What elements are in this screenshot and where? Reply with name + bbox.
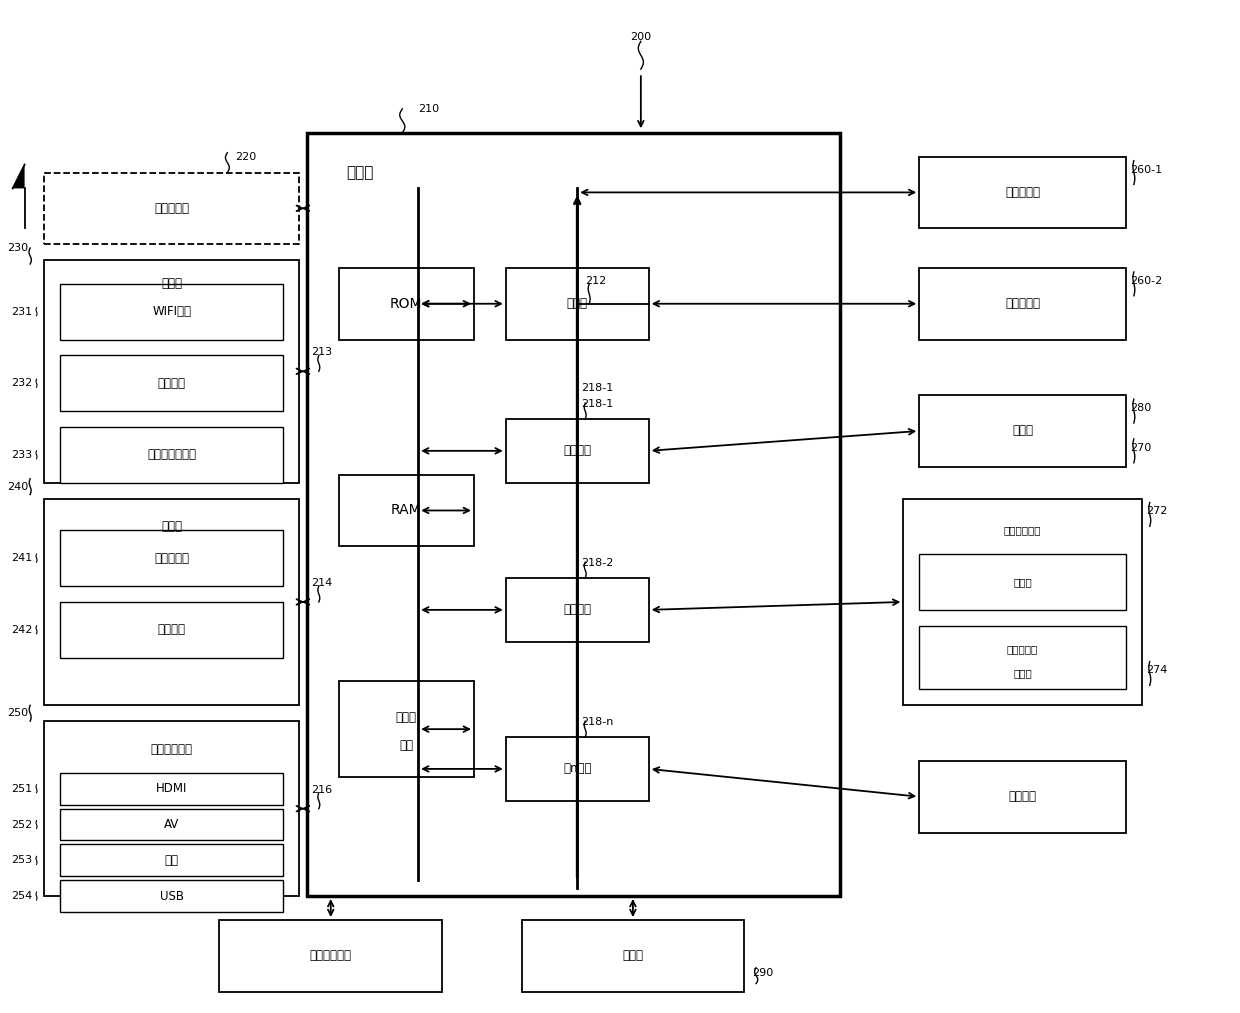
Text: 260-2: 260-2 [1130, 276, 1162, 286]
Text: 显示器: 显示器 [1012, 424, 1033, 438]
Text: 242: 242 [11, 625, 32, 635]
Text: 280: 280 [1130, 403, 1151, 413]
Bar [919, 554, 1126, 610]
Bar [339, 682, 474, 777]
Text: 216: 216 [311, 785, 332, 795]
Text: 272: 272 [1146, 506, 1167, 517]
Text: 控制器: 控制器 [347, 165, 374, 180]
Text: 供电电源: 供电电源 [1008, 790, 1037, 803]
Bar [61, 845, 283, 876]
Text: 处理器: 处理器 [567, 297, 588, 310]
Text: AV: AV [164, 819, 180, 831]
Bar [919, 157, 1126, 228]
Text: 270: 270 [1130, 443, 1151, 453]
Text: 第一接口: 第一接口 [563, 445, 591, 457]
Text: 260-1: 260-1 [1130, 164, 1162, 174]
Text: 图形处: 图形处 [396, 711, 417, 723]
Polygon shape [12, 164, 25, 188]
Bar [45, 260, 299, 482]
Text: 220: 220 [236, 152, 257, 162]
Text: 出端子: 出端子 [1013, 669, 1032, 679]
Bar [219, 920, 443, 992]
Text: 存储器: 存储器 [622, 949, 644, 962]
Bar [61, 356, 283, 411]
Text: 视频处理器: 视频处理器 [1006, 186, 1040, 199]
Text: 200: 200 [630, 32, 651, 43]
Text: 251: 251 [11, 784, 32, 794]
Bar [919, 626, 1126, 690]
Text: 218-n: 218-n [582, 717, 614, 727]
Text: 分量: 分量 [165, 854, 179, 867]
Text: 252: 252 [11, 820, 32, 830]
Text: 218-1: 218-1 [582, 399, 614, 409]
Text: 第n接口: 第n接口 [563, 763, 591, 775]
Bar [919, 761, 1126, 833]
Text: 第二接口: 第二接口 [563, 604, 591, 616]
Bar [61, 602, 283, 657]
Text: 218-2: 218-2 [582, 558, 614, 568]
Text: 218-1: 218-1 [582, 383, 614, 393]
Text: 254: 254 [11, 891, 32, 902]
Text: 理器: 理器 [399, 738, 413, 752]
Text: 230: 230 [7, 243, 29, 253]
Bar [339, 268, 474, 339]
Bar [522, 920, 744, 992]
Text: 231: 231 [11, 307, 32, 317]
Bar [45, 721, 299, 897]
Text: WIFI模块: WIFI模块 [153, 305, 191, 318]
Text: 检测器: 检测器 [161, 520, 182, 533]
Bar [61, 880, 283, 912]
Bar [339, 475, 474, 546]
Text: 241: 241 [11, 553, 32, 563]
Bar [61, 284, 283, 339]
Text: 调谐解调器: 调谐解调器 [154, 202, 190, 215]
Bar [45, 172, 299, 244]
Bar [506, 268, 649, 339]
Text: 213: 213 [311, 347, 332, 358]
Text: 233: 233 [11, 450, 32, 460]
Bar [903, 498, 1142, 705]
Text: 232: 232 [11, 378, 32, 388]
Bar [919, 395, 1126, 467]
Bar [306, 133, 839, 897]
Bar [61, 808, 283, 841]
Bar [61, 773, 283, 804]
Bar [61, 427, 283, 482]
Bar [919, 268, 1126, 339]
Text: USB: USB [160, 889, 184, 903]
Bar [45, 498, 299, 705]
Text: 外部装置接口: 外部装置接口 [151, 743, 192, 756]
Text: 290: 290 [753, 967, 774, 978]
Text: 用户输入接口: 用户输入接口 [310, 949, 352, 962]
Bar [506, 419, 649, 482]
Text: 音频处理器: 音频处理器 [1006, 297, 1040, 310]
Text: 图像采集器: 图像采集器 [154, 552, 190, 564]
Text: 212: 212 [585, 276, 606, 286]
Text: 有线以太网模块: 有线以太网模块 [148, 449, 196, 461]
Text: 音频输出接口: 音频输出接口 [1003, 526, 1042, 535]
Bar [61, 531, 283, 586]
Bar [506, 578, 649, 641]
Text: 210: 210 [418, 104, 439, 113]
Text: ROM: ROM [391, 297, 423, 311]
Bar [506, 737, 649, 800]
Text: 214: 214 [311, 578, 332, 588]
Text: 光接收器: 光接收器 [157, 623, 186, 636]
Text: 蓝牙模块: 蓝牙模块 [157, 377, 186, 390]
Text: RAM: RAM [391, 503, 422, 518]
Text: HDMI: HDMI [156, 782, 187, 795]
Text: 274: 274 [1146, 666, 1167, 676]
Text: 扬声器: 扬声器 [1013, 577, 1032, 588]
Text: 250: 250 [7, 708, 29, 718]
Text: 253: 253 [11, 855, 32, 865]
Text: 240: 240 [7, 481, 29, 491]
Text: 通信器: 通信器 [161, 278, 182, 291]
Text: 外接音响输: 外接音响输 [1007, 644, 1038, 654]
